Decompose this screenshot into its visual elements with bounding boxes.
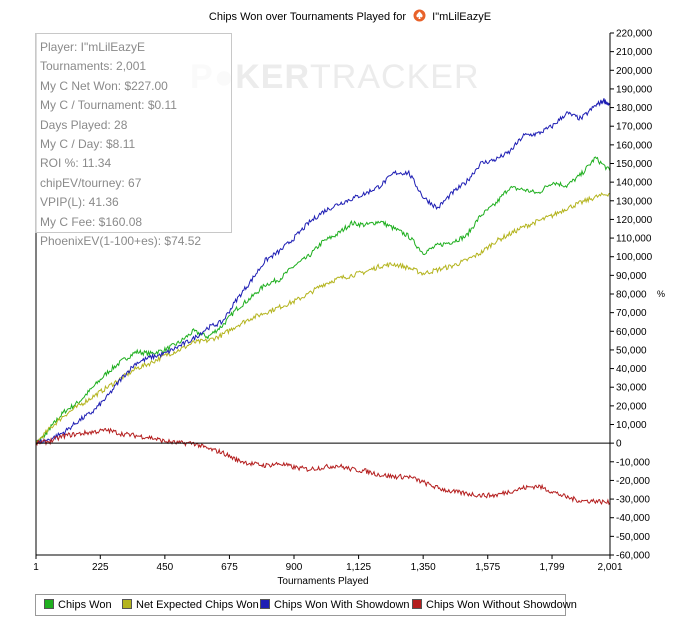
series-line-0 <box>35 156 611 446</box>
y-tick-label: 190,000 <box>616 84 653 95</box>
stats-box: Player: I"mLilEazyE Tournaments: 2,001 M… <box>35 33 232 248</box>
y-tick-label: 110,000 <box>616 234 652 245</box>
x-tick-label: 1 <box>33 562 39 573</box>
x-tick-label: 1,799 <box>540 562 565 573</box>
x-tick-label: 225 <box>92 562 109 573</box>
y-tick-label: 0 <box>616 439 622 450</box>
stat-fee: My C Fee: $160.08 <box>40 214 143 229</box>
chart-title-text: Chips Won over Tournaments Played for <box>208 10 407 23</box>
y-tick-label: 90,000 <box>616 271 647 282</box>
y-tick-label: -50,000 <box>616 532 650 543</box>
y-tick-label: 130,000 <box>616 196 653 207</box>
y-tick-label: 60,000 <box>616 327 647 338</box>
y-tick-label: 210,000 <box>616 47 653 58</box>
stat-roi: ROI %: 11.34 <box>40 156 112 171</box>
x-tick-label: 1,575 <box>475 562 500 573</box>
legend-item-net-expected[interactable]: Net Expected Chips Won <box>122 599 259 611</box>
legend-swatch-chips-won <box>44 599 54 609</box>
legend-swatch-with-showdown <box>260 599 270 609</box>
pokertracker-watermark: P●KERTRACKER <box>190 58 480 96</box>
x-tick-label: 1,350 <box>411 562 436 573</box>
y-axis-label: % <box>657 289 665 299</box>
stat-phoenixev: PhoenixEV(1-100+es): $74.52 <box>40 233 202 248</box>
y-tick-label: 180,000 <box>616 103 653 114</box>
chart-title: Chips Won over Tournaments Played for I"… <box>0 9 700 25</box>
y-tick-label: 100,000 <box>616 252 653 263</box>
x-tick-label: 675 <box>221 562 238 573</box>
y-tick-label: 220,000 <box>616 29 653 40</box>
legend-swatch-without-showdown <box>412 599 422 609</box>
y-tick-label: 150,000 <box>616 159 653 170</box>
y-tick-label: 20,000 <box>616 401 647 412</box>
legend-swatch-net-expected <box>122 599 132 609</box>
y-tick-label: 30,000 <box>616 383 647 394</box>
stat-per-day: My C / Day: $8.11 <box>40 136 136 151</box>
stat-per-tournament: My C / Tournament: $0.11 <box>40 98 177 113</box>
y-tick-label: -20,000 <box>616 476 650 487</box>
x-tick-label: 900 <box>286 562 303 573</box>
legend-item-with-showdown[interactable]: Chips Won With Showdown <box>260 599 410 611</box>
legend-item-chips-won[interactable]: Chips Won <box>44 599 112 611</box>
y-tick-label: 120,000 <box>616 215 653 226</box>
y-tick-label: 200,000 <box>616 66 653 77</box>
stat-chipev: chipEV/tourney: 67 <box>40 175 142 190</box>
y-tick-label: -10,000 <box>616 457 650 468</box>
poker-spade-icon <box>413 9 426 25</box>
series-line-3 <box>35 427 611 506</box>
x-axis-label: Tournaments Played <box>277 576 368 587</box>
stat-tournaments: Tournaments: 2,001 <box>40 59 147 74</box>
legend: Chips Won Net Expected Chips Won Chips W… <box>35 594 577 616</box>
stat-net-won: My C Net Won: $227.00 <box>40 78 168 93</box>
y-tick-label: 50,000 <box>616 345 647 356</box>
y-tick-label: 170,000 <box>616 122 653 133</box>
y-tick-label: -40,000 <box>616 513 650 524</box>
y-tick-label: 80,000 <box>616 290 647 301</box>
y-tick-label: 10,000 <box>616 420 647 431</box>
x-tick-label: 1,125 <box>346 562 371 573</box>
stat-vpip: VPIP(L): 41.36 <box>40 195 119 210</box>
y-tick-label: -60,000 <box>616 551 650 562</box>
chart-player-name: I"mLilEazyE <box>432 10 492 23</box>
y-tick-label: 40,000 <box>616 364 647 375</box>
stat-player: Player: I"mLilEazyE <box>40 40 145 54</box>
series-line-2 <box>35 98 611 445</box>
series-line-1 <box>35 192 611 444</box>
stat-days-played: Days Played: 28 <box>40 117 128 132</box>
y-tick-label: 70,000 <box>616 308 647 319</box>
x-tick-label: 450 <box>157 562 174 573</box>
y-tick-label: -30,000 <box>616 495 650 506</box>
legend-item-without-showdown[interactable]: Chips Won Without Showdown <box>412 599 577 611</box>
x-tick-label: 2,001 <box>597 562 622 573</box>
y-tick-label: 140,000 <box>616 178 653 189</box>
y-tick-label: 160,000 <box>616 140 653 151</box>
